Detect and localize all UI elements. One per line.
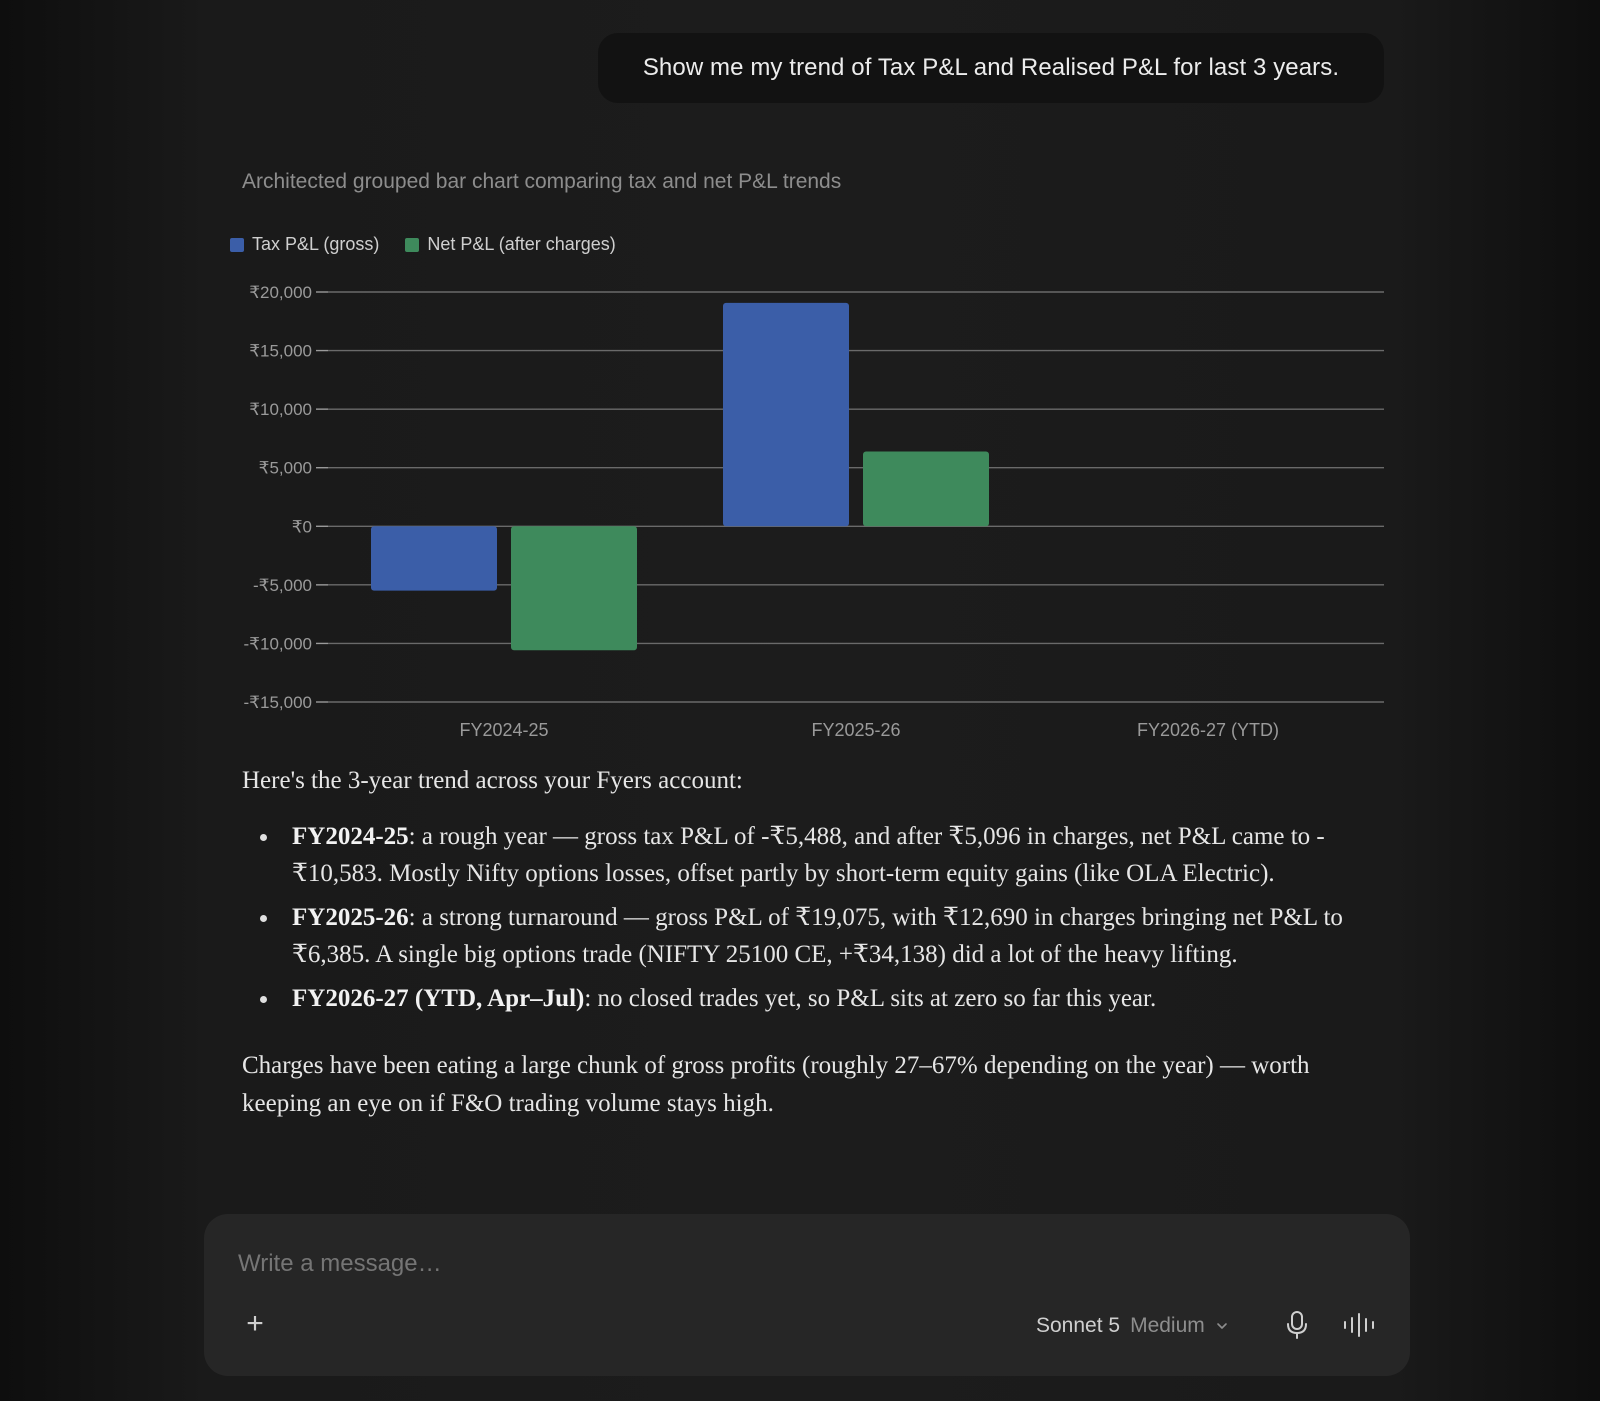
y-tick-label: ₹5,000 [259,459,312,478]
bar-tax-0 [371,526,497,591]
bullet-fy2025-26: FY2025-26: a strong turnaround — gross P… [260,899,1352,974]
x-tick-label: FY2026-27 (YTD) [1137,720,1279,740]
assistant-response: Here's the 3-year trend across your Fyer… [242,762,1352,1122]
bar-net-1 [863,451,989,527]
legend-swatch-net [405,237,420,252]
legend-label-net: Net P&L (after charges) [427,234,616,254]
model-selector[interactable]: Sonnet 5 Medium [1036,1314,1229,1338]
chart-legend: Tax P&L (gross) Net P&L (after charges) [230,234,616,255]
plus-icon[interactable]: + [246,1307,264,1340]
y-tick-label: -₹15,000 [244,693,312,712]
legend-item-tax: Tax P&L (gross) [230,234,379,255]
y-tick-label: ₹15,000 [249,342,312,361]
y-tick-label: -₹10,000 [244,634,312,653]
model-name: Sonnet 5 [1036,1314,1121,1337]
legend-swatch-tax [230,237,244,252]
thinking-summary[interactable]: Architected grouped bar chart comparing … [242,170,842,193]
y-tick-label: ₹10,000 [249,400,312,419]
response-summary: Charges have been eating a large chunk o… [242,1052,1310,1117]
legend-item-net: Net P&L (after charges) [405,234,616,255]
y-tick-label: ₹0 [292,517,312,536]
message-composer: + Sonnet 5 Medium [204,1214,1410,1376]
y-tick-label: -₹5,000 [253,576,312,595]
message-input[interactable] [238,1250,1138,1278]
response-bullets: FY2024-25: a rough year — gross tax P&L … [260,818,1352,1018]
legend-label-tax: Tax P&L (gross) [252,234,380,254]
user-message-text: Show me my trend of Tax P&L and Realised… [642,54,1340,81]
bar-net-0 [511,526,637,651]
chevron-down-icon [1216,1323,1227,1329]
bullet-fy2024-25: FY2024-25: a rough year — gross tax P&L … [260,818,1352,893]
bullet-fy2026-27: FY2026-27 (YTD, Apr–Jul): no closed trad… [260,980,1352,1018]
microphone-icon[interactable] [1284,1310,1310,1340]
bar-tax-1 [723,302,849,527]
model-effort: Medium [1130,1314,1205,1337]
response-intro: Here's the 3-year trend across your Fyer… [242,767,743,794]
pnl-bar-chart: ₹20,000 ₹15,000 ₹10,000 ₹5,000 ₹0 -₹5,000 -₹10… [244,283,1384,740]
x-tick-label: FY2024-25 [459,720,548,740]
user-message-bubble: Show me my trend of Tax P&L and Realised… [598,33,1384,103]
y-tick-label: ₹20,000 [249,283,312,302]
x-tick-label: FY2025-26 [811,720,900,740]
voice-waveform-icon[interactable] [1342,1312,1378,1338]
